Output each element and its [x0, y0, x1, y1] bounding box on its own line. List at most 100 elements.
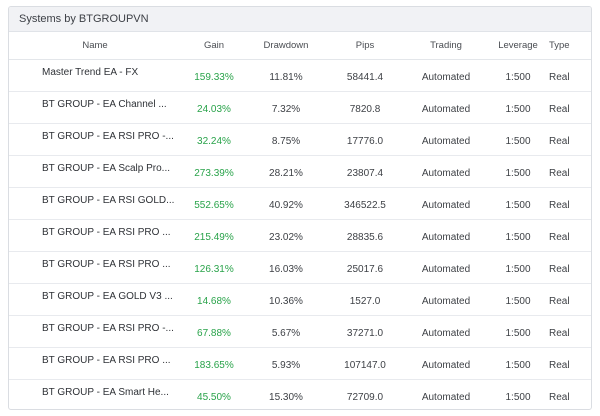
- table-row[interactable]: BT GROUP - EA RSI GOLD... 552.65% 40.92% 34…: [9, 187, 591, 220]
- leverage-cell: 1:500: [487, 380, 549, 410]
- gain-value: 32.24%: [197, 136, 231, 147]
- column-header-pips[interactable]: Pips: [325, 32, 405, 60]
- pips-cell: 37271.0: [325, 315, 405, 348]
- system-name-link[interactable]: BT GROUP - EA RSI PRO ...: [42, 227, 171, 238]
- gain-value: 159.33%: [194, 72, 234, 83]
- system-name-link[interactable]: BT GROUP - EA RSI PRO -...: [42, 323, 174, 334]
- drawdown-value: 11.81%: [269, 72, 303, 83]
- drawdown-value: 23.02%: [269, 232, 303, 243]
- column-header-gain[interactable]: Gain: [181, 32, 247, 60]
- drawdown-value: 15.30%: [269, 392, 303, 403]
- table-row[interactable]: BT GROUP - EA Scalp Pro... 273.39% 28.21% 2…: [9, 155, 591, 188]
- trading-value: Automated: [421, 360, 471, 371]
- name-cell: BT GROUP - EA Smart He...: [9, 380, 181, 410]
- system-name-link[interactable]: BT GROUP - EA Smart He...: [42, 387, 169, 398]
- drawdown-cell: 23.02%: [247, 219, 325, 252]
- system-name-link[interactable]: BT GROUP - EA RSI PRO ...: [42, 355, 171, 366]
- leverage-cell: 1:500: [487, 91, 549, 124]
- table-row[interactable]: BT GROUP - EA RSI PRO ... 126.31% 16.03% 25…: [9, 251, 591, 284]
- pips-value: 7820.8: [349, 104, 381, 115]
- gain-value: 552.65%: [194, 200, 234, 211]
- drawdown-cell: 16.03%: [247, 251, 325, 284]
- table-row[interactable]: BT GROUP - EA Smart He... 45.50% 15.30% 727…: [9, 380, 591, 410]
- column-header-trading[interactable]: Trading: [405, 32, 487, 60]
- gain-value: 273.39%: [194, 168, 234, 179]
- drawdown-value: 7.32%: [271, 104, 301, 115]
- system-name-link[interactable]: BT GROUP - EA GOLD V3 ...: [42, 291, 173, 302]
- type-cell: Real: [549, 219, 591, 252]
- trading-cell: Automated: [405, 91, 487, 124]
- table-row[interactable]: BT GROUP - EA Channel ... 24.03% 7.32% 7820…: [9, 91, 591, 124]
- type-cell: Real: [549, 59, 591, 92]
- name-cell: BT GROUP - EA RSI PRO ...: [9, 251, 181, 284]
- drawdown-value: 10.36%: [269, 296, 303, 307]
- column-header-leverage[interactable]: Leverage: [487, 32, 549, 60]
- leverage-value: 1:500: [505, 392, 531, 403]
- trading-value: Automated: [421, 136, 471, 147]
- leverage-cell: 1:500: [487, 187, 549, 220]
- leverage-cell: 1:500: [487, 155, 549, 188]
- drawdown-value: 5.67%: [271, 328, 301, 339]
- trading-value: Automated: [421, 104, 471, 115]
- leverage-value: 1:500: [505, 72, 531, 83]
- system-name-link[interactable]: Master Trend EA - FX: [42, 67, 139, 78]
- gain-cell: 32.24%: [181, 123, 247, 156]
- gain-cell: 24.03%: [181, 91, 247, 124]
- system-name-link[interactable]: BT GROUP - EA RSI PRO -...: [42, 131, 174, 142]
- trading-cell: Automated: [405, 283, 487, 316]
- leverage-value: 1:500: [505, 296, 531, 307]
- trading-cell: Automated: [405, 187, 487, 220]
- drawdown-cell: 7.32%: [247, 91, 325, 124]
- type-value: Real: [549, 296, 570, 307]
- type-value: Real: [549, 72, 570, 83]
- table-row[interactable]: BT GROUP - EA RSI PRO ... 183.65% 5.93% 107…: [9, 347, 591, 380]
- name-cell: BT GROUP - EA Channel ...: [9, 91, 181, 124]
- type-cell: Real: [549, 187, 591, 220]
- leverage-value: 1:500: [505, 136, 531, 147]
- trading-value: Automated: [421, 328, 471, 339]
- pips-cell: 7820.8: [325, 91, 405, 124]
- type-value: Real: [549, 328, 570, 339]
- table-row[interactable]: BT GROUP - EA RSI PRO -... 32.24% 8.75% 177…: [9, 123, 591, 156]
- drawdown-value: 28.21%: [269, 168, 303, 179]
- trading-value: Automated: [421, 72, 471, 83]
- drawdown-value: 40.92%: [269, 200, 303, 211]
- gain-value: 215.49%: [194, 232, 234, 243]
- system-name-link[interactable]: BT GROUP - EA RSI PRO ...: [42, 259, 171, 270]
- trading-cell: Automated: [405, 59, 487, 92]
- table-row[interactable]: Master Trend EA - FX 159.33% 11.81% 58441.4…: [9, 59, 591, 92]
- type-cell: Real: [549, 315, 591, 348]
- leverage-cell: 1:500: [487, 315, 549, 348]
- type-cell: Real: [549, 91, 591, 124]
- pips-cell: 25017.6: [325, 251, 405, 284]
- drawdown-cell: 11.81%: [247, 59, 325, 92]
- pips-value: 28835.6: [346, 232, 384, 243]
- leverage-cell: 1:500: [487, 347, 549, 380]
- table-row[interactable]: BT GROUP - EA RSI PRO ... 215.49% 23.02% 28…: [9, 219, 591, 252]
- trading-value: Automated: [421, 392, 471, 403]
- pips-cell: 23807.4: [325, 155, 405, 188]
- gain-value: 24.03%: [197, 104, 231, 115]
- gain-cell: 215.49%: [181, 219, 247, 252]
- system-name-link[interactable]: BT GROUP - EA RSI GOLD...: [42, 195, 175, 206]
- pips-cell: 72709.0: [325, 380, 405, 410]
- column-header-drawdown[interactable]: Drawdown: [247, 32, 325, 60]
- system-name-link[interactable]: BT GROUP - EA Scalp Pro...: [42, 163, 171, 174]
- drawdown-value: 5.93%: [271, 360, 301, 371]
- column-header-type[interactable]: Type: [549, 32, 591, 60]
- trading-value: Automated: [421, 200, 471, 211]
- trading-cell: Automated: [405, 123, 487, 156]
- pips-value: 23807.4: [346, 168, 384, 179]
- leverage-value: 1:500: [505, 360, 531, 371]
- trading-cell: Automated: [405, 251, 487, 284]
- system-name-link[interactable]: BT GROUP - EA Channel ...: [42, 99, 167, 110]
- column-header-name[interactable]: Name: [9, 32, 181, 60]
- systems-table: Name Gain Drawdown Pips Trading Leverage…: [9, 32, 591, 410]
- drawdown-value: 8.75%: [271, 136, 301, 147]
- table-header-row: Name Gain Drawdown Pips Trading Leverage…: [9, 32, 591, 60]
- table-row[interactable]: BT GROUP - EA GOLD V3 ... 14.68% 10.36% 152…: [9, 283, 591, 316]
- table-row[interactable]: BT GROUP - EA RSI PRO -... 67.88% 5.67% 372…: [9, 315, 591, 348]
- trading-value: Automated: [421, 232, 471, 243]
- gain-value: 126.31%: [194, 264, 234, 275]
- pips-cell: 28835.6: [325, 219, 405, 252]
